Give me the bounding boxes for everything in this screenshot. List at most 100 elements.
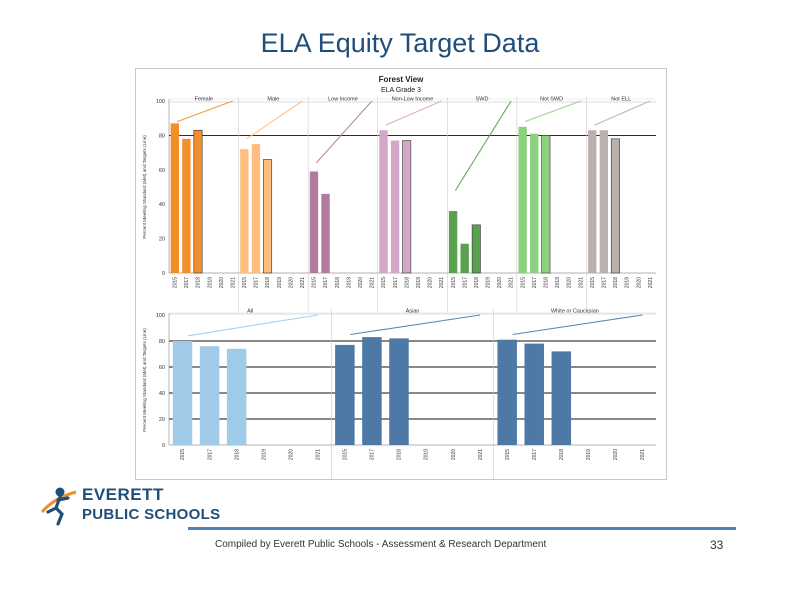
x-tick-label: 2019 [424,449,430,460]
x-tick-label: 2019 [486,277,492,288]
bar [471,224,481,274]
y-tick-label: 60 [159,365,165,371]
chart-subtitle: ELA Grade 3 [381,87,421,94]
target-line [350,314,481,336]
x-tick-label: 2015 [172,277,178,288]
x-tick-label: 2017 [532,449,538,460]
footer-rule [188,527,736,530]
x-tick-label: 2020 [497,277,503,288]
bar [309,171,319,273]
target-line [385,100,442,126]
x-tick-label: 2017 [323,277,329,288]
logo-text-public-schools: PUBLIC SCHOOLS [82,506,221,523]
target-line [176,100,233,123]
target-line [187,314,318,337]
bar [379,130,388,273]
series-label: Low Income [328,97,358,103]
bar [240,149,249,273]
x-tick-label: 2020 [451,449,457,460]
x-tick-label: 2021 [640,449,646,460]
x-tick-label: 2021 [230,277,236,288]
x-tick-label: 2015 [180,449,186,460]
x-tick-label: 2018 [404,277,410,288]
target-line [594,100,651,126]
x-tick-label: 2021 [648,277,654,288]
x-tick-label: 2021 [439,277,445,288]
x-tick-label: 2019 [277,277,283,288]
series-label: Non-Low Income [392,97,434,103]
x-tick-label: 2017 [462,277,468,288]
x-tick-label: 2018 [397,449,403,460]
x-tick-label: 2018 [559,449,565,460]
target-line [524,100,581,123]
bar [362,337,382,445]
x-tick-label: 2020 [219,277,225,288]
bar [263,159,273,274]
series-label: SWD [476,97,489,103]
x-tick-label: 2020 [428,277,434,288]
x-tick-label: 2021 [300,277,306,288]
target-line [512,314,643,336]
y-tick-label: 80 [159,133,165,139]
bar [193,129,203,274]
chart-panel: Forest View ELA Grade 3 0 20 40 60 80 100 Percen… [135,68,667,480]
x-tick-label: 2018 [196,277,202,288]
chart-title: Forest View [379,75,425,84]
series-label: Not SWD [540,97,563,103]
series-label: All [247,309,253,315]
series-label: Not ELL [611,97,631,103]
target-line [315,100,373,164]
x-tick-label: 2019 [261,449,267,460]
page-number: 33 [710,538,724,552]
target-line [454,100,512,191]
footer-text: Compiled by Everett Public Schools - Ass… [215,539,547,550]
slide-title: ELA Equity Target Data [260,28,540,58]
y-tick-label: 100 [156,313,165,319]
bar [321,193,330,273]
district-logo: EVERETT PUBLIC SCHOOLS [40,484,240,526]
x-tick-label: 2021 [578,277,584,288]
bar [599,130,608,273]
x-tick-label: 2019 [207,277,213,288]
y-tick-label: 0 [162,271,165,277]
x-tick-label: 2021 [509,277,515,288]
bar [199,346,220,445]
bar [588,130,597,273]
x-tick-label: 2018 [234,449,240,460]
y-axis-label: Percent Meeting Standard (Met) and Targe… [142,135,147,239]
bar [610,138,620,274]
chart-svg: Forest View ELA Grade 3 0 20 40 60 80 100 Percen… [142,75,656,479]
bar [530,133,539,273]
bar [389,338,409,445]
x-tick-label: 2017 [184,277,190,288]
x-tick-label: 2015 [451,277,457,288]
x-tick-label: 2019 [625,277,631,288]
y-tick-label: 20 [159,417,165,423]
series-label: Asian [406,309,420,315]
x-tick-label: 2018 [613,277,619,288]
x-tick-label: 2015 [343,449,349,460]
y-tick-label: 0 [162,443,165,449]
x-tick-label: 2017 [207,449,213,460]
logo-text-everett: EVERETT [82,485,164,504]
x-tick-label: 2020 [358,277,364,288]
x-tick-label: 2017 [532,277,538,288]
x-tick-label: 2018 [474,277,480,288]
x-tick-label: 2020 [567,277,573,288]
bar [251,144,261,273]
x-tick-label: 2018 [335,277,341,288]
x-tick-label: 2017 [602,277,608,288]
x-tick-label: 2015 [381,277,387,288]
x-tick-label: 2017 [370,449,376,460]
x-tick-label: 2021 [478,449,484,460]
bar [182,138,191,273]
x-tick-label: 2015 [312,277,318,288]
y-tick-label: 100 [156,99,165,105]
bar [497,339,517,445]
x-tick-label: 2017 [393,277,399,288]
series-label: White or Caucasian [551,309,599,315]
x-tick-label: 2021 [316,449,322,460]
bar [541,135,551,274]
runner-logo-icon [40,487,77,526]
x-tick-label: 2015 [590,277,596,288]
